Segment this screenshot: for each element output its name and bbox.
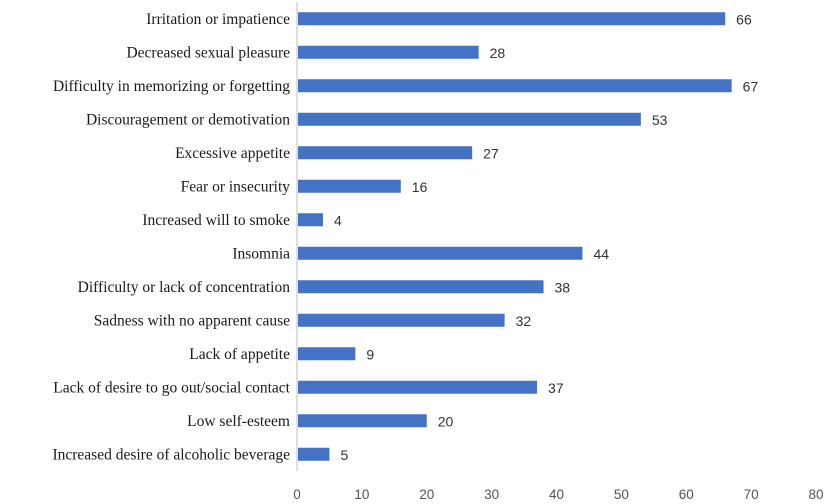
category-label-10: Lack of appetite: [189, 346, 290, 363]
bar-2: [298, 79, 732, 93]
x-tick-label-8: 80: [808, 487, 823, 502]
bar-7: [298, 246, 583, 260]
category-labels: Irritation or impatience Decreased sexual…: [52, 11, 290, 464]
bar-4: [298, 146, 473, 160]
value-label-10: 9: [366, 346, 374, 362]
x-tick-label-4: 40: [549, 487, 564, 502]
bar-0: [298, 12, 726, 26]
category-label-9: Sadness with no apparent cause: [94, 312, 290, 329]
category-label-6: Increased will to smoke: [142, 212, 290, 229]
value-label-12: 20: [438, 413, 454, 429]
category-label-0: Irritation or impatience: [146, 11, 290, 28]
bar-13: [298, 447, 330, 461]
x-tick-label-1: 10: [354, 487, 369, 502]
x-tick-label-5: 50: [614, 487, 629, 502]
category-label-8: Difficulty or lack of concentration: [78, 279, 291, 296]
bar-10: [298, 347, 356, 361]
category-label-1: Decreased sexual pleasure: [126, 44, 290, 61]
category-label-7: Insomnia: [232, 245, 290, 262]
value-label-0: 66: [736, 11, 752, 27]
bar-8: [298, 280, 544, 294]
value-label-2: 67: [743, 78, 759, 94]
value-label-3: 53: [652, 112, 668, 128]
x-tick-label-6: 60: [679, 487, 694, 502]
bar-1: [298, 45, 479, 59]
value-label-8: 38: [555, 279, 571, 295]
value-label-13: 5: [340, 447, 348, 463]
bar-9: [298, 313, 505, 327]
value-label-6: 4: [334, 212, 342, 228]
value-label-11: 37: [548, 380, 564, 396]
bars-group: [298, 12, 732, 461]
x-tick-label-7: 70: [744, 487, 759, 502]
bar-12: [298, 414, 427, 428]
category-label-2: Difficulty in memorizing or forgetting: [53, 78, 290, 95]
category-label-11: Lack of desire to go out/social contact: [53, 379, 290, 396]
x-tick-label-0: 0: [293, 487, 301, 502]
x-tick-label-2: 20: [419, 487, 434, 502]
category-label-12: Low self-esteem: [187, 413, 290, 430]
value-label-9: 32: [516, 313, 532, 329]
bar-3: [298, 112, 641, 126]
x-tick-label-3: 30: [484, 487, 499, 502]
value-label-5: 16: [412, 179, 428, 195]
category-label-4: Excessive appetite: [175, 145, 290, 162]
value-label-7: 44: [593, 246, 609, 262]
x-tick-labels: 0 10 20 30 40 50 60 70 80: [293, 487, 823, 502]
value-label-1: 28: [490, 45, 506, 61]
bar-6: [298, 213, 323, 227]
value-label-4: 27: [483, 145, 499, 161]
category-label-13: Increased desire of alcoholic beverage: [52, 446, 290, 463]
category-label-5: Fear or insecurity: [181, 178, 291, 195]
category-label-3: Discouragement or demotivation: [86, 111, 290, 128]
bar-11: [298, 380, 538, 394]
bar-5: [298, 179, 401, 193]
